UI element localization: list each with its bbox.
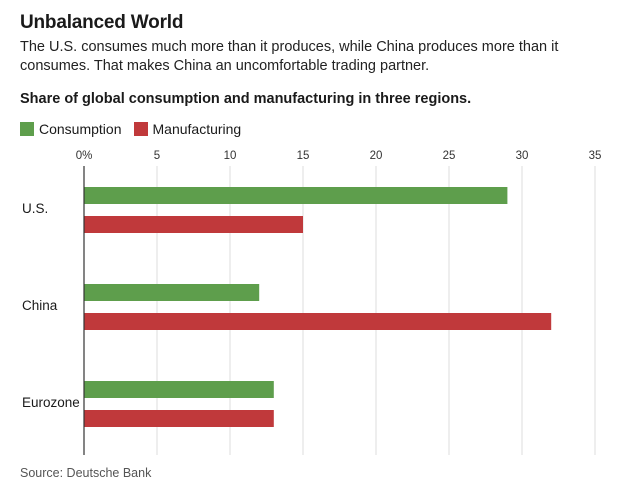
category-label: Eurozone xyxy=(22,395,80,410)
chart-subtitle: The U.S. consumes much more than it prod… xyxy=(20,39,559,74)
category-label: China xyxy=(22,298,58,313)
x-tick-label: 20 xyxy=(370,150,383,162)
source-note: Source: Deutsche Bank xyxy=(20,466,152,480)
legend-item-manufacturing: Manufacturing xyxy=(133,121,242,137)
bar-manufacturing-eurozone xyxy=(84,410,274,427)
bar-manufacturing-china xyxy=(84,313,552,330)
legend: Consumption Manufacturing xyxy=(20,121,253,137)
bar-manufacturing-us xyxy=(84,216,303,233)
x-tick-label: 35 xyxy=(589,150,602,162)
category-label: U.S. xyxy=(22,201,48,216)
legend-swatch-consumption xyxy=(20,122,34,136)
x-tick-label: 25 xyxy=(443,150,456,162)
legend-item-consumption: Consumption xyxy=(20,121,122,137)
x-tick-label: 10 xyxy=(224,150,237,162)
x-tick-label: 15 xyxy=(297,150,310,162)
chart-title: Share of global consumption and manufact… xyxy=(20,91,472,107)
x-tick-label: 0% xyxy=(76,150,93,162)
chart-headline: Unbalanced World xyxy=(20,12,184,33)
legend-swatch-manufacturing xyxy=(133,122,148,136)
bar-consumption-china xyxy=(84,284,260,301)
bar-consumption-us xyxy=(84,187,508,204)
x-tick-label: 5 xyxy=(154,150,160,162)
legend-label-manufacturing: Manufacturing xyxy=(152,121,242,137)
legend-label-consumption: Consumption xyxy=(39,121,122,137)
x-tick-label: 30 xyxy=(516,150,529,162)
bar-consumption-eurozone xyxy=(84,381,274,398)
